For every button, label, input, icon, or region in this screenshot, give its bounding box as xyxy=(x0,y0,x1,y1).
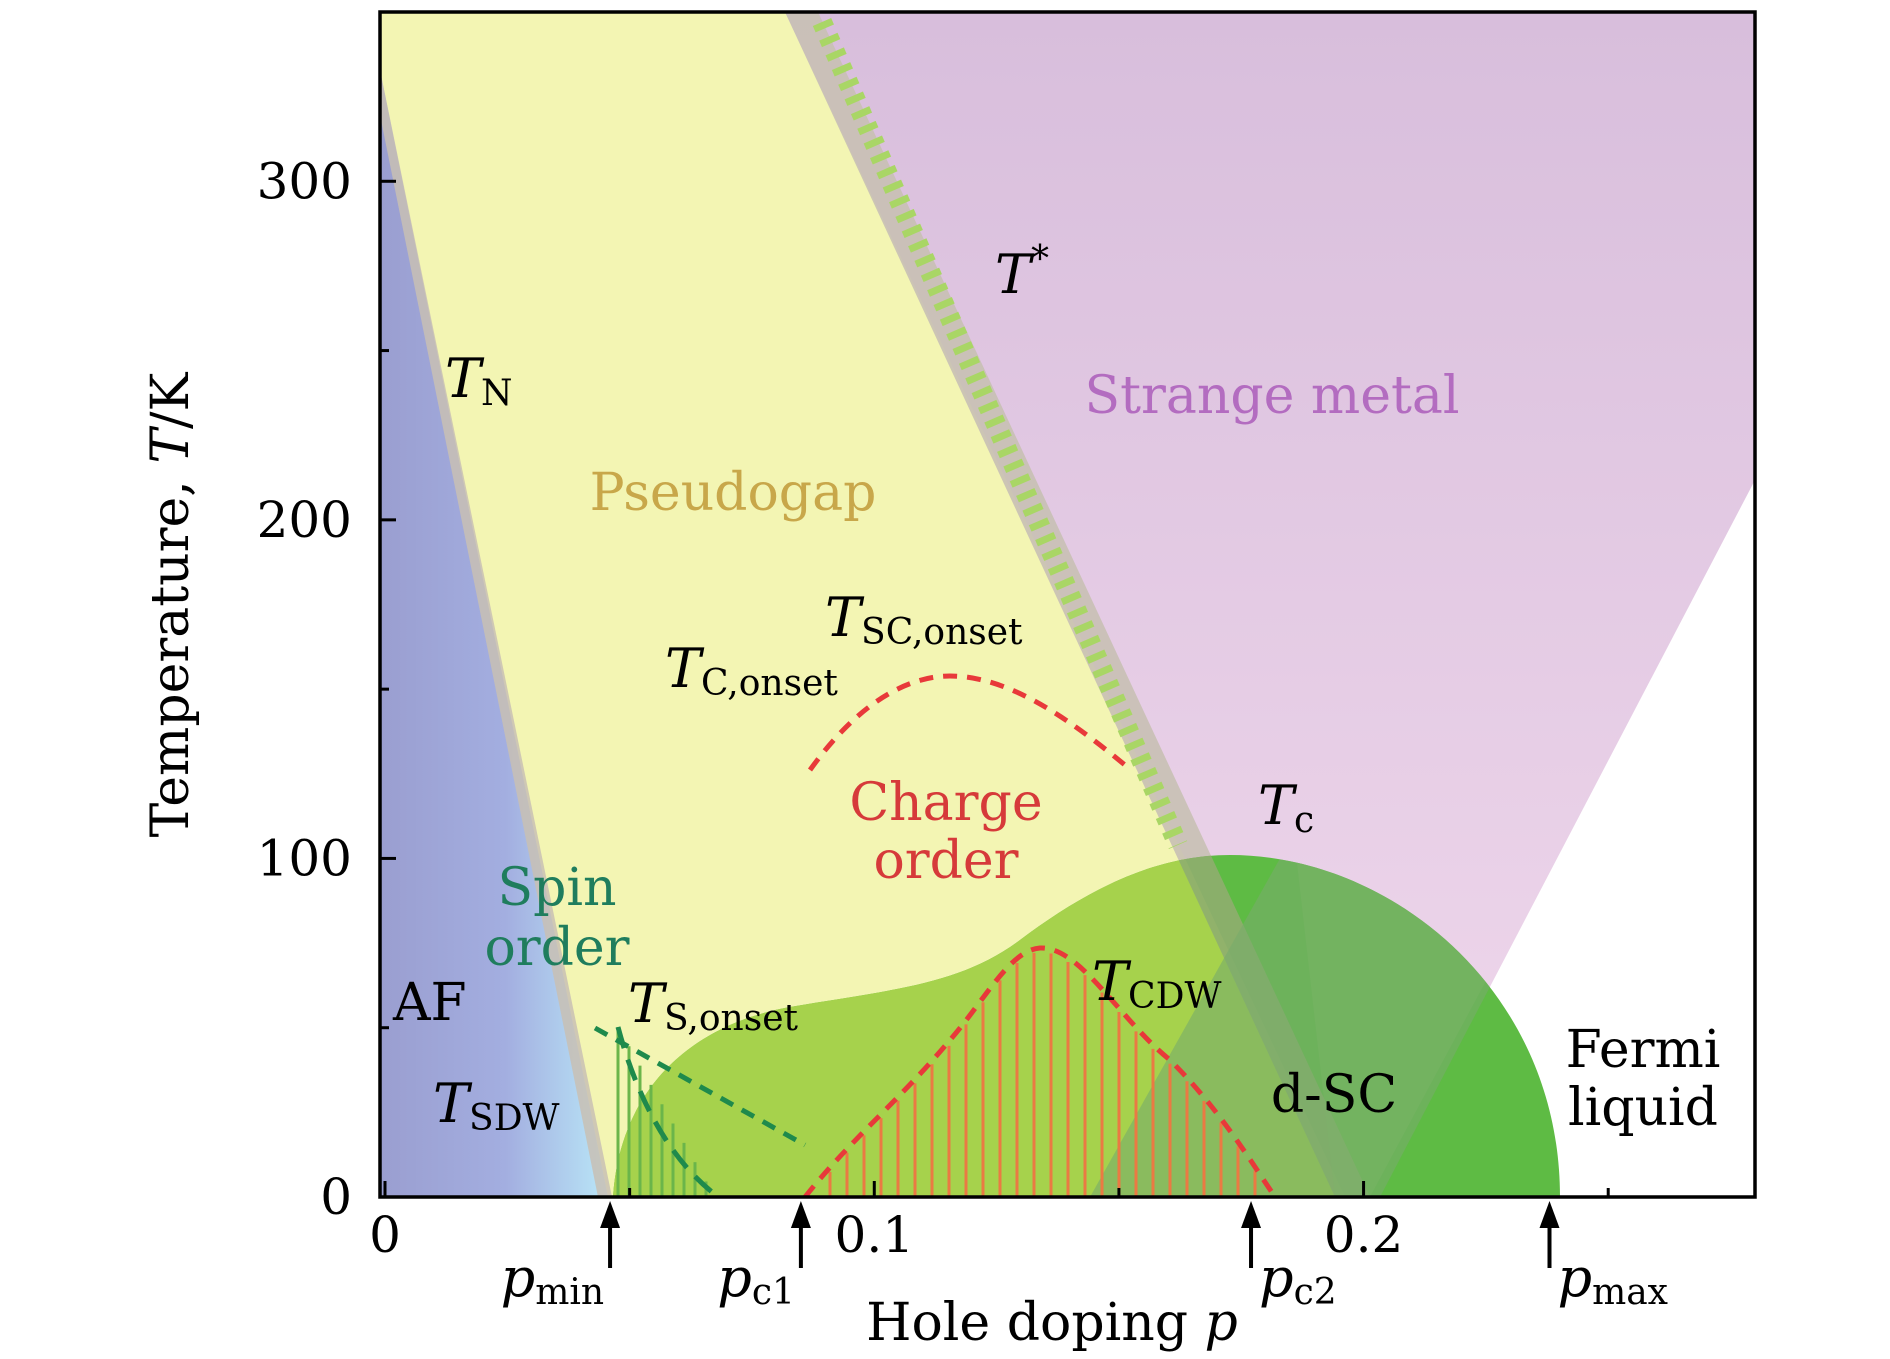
p-min-label: pmin xyxy=(501,1246,604,1313)
charge-order-hatch xyxy=(828,952,1257,1197)
critical-doping-arrowhead xyxy=(1241,1201,1262,1228)
t-n-label: TN xyxy=(445,347,513,414)
y-axis-label: Temperature, T/K xyxy=(141,371,201,837)
x-tick-label: 0 xyxy=(369,1206,401,1264)
critical-doping-arrowhead xyxy=(790,1201,811,1228)
critical-doping-arrowhead xyxy=(1539,1201,1560,1228)
y-axis-ticks: 0 100 200 300 xyxy=(257,152,396,1226)
x-axis-label: Hole doping p xyxy=(866,1293,1238,1353)
t-star-label: T* xyxy=(995,239,1049,306)
tn-boundary-band xyxy=(380,70,612,1197)
tstar-hatch-line xyxy=(812,18,1188,849)
t-s-onset-line xyxy=(593,1025,807,1148)
critical-doping-arrowhead xyxy=(600,1201,621,1228)
pseudogap-label: Pseudogap xyxy=(590,463,877,523)
p-max-label: pmax xyxy=(1558,1246,1668,1313)
x-tick-label: 0.2 xyxy=(1324,1206,1404,1264)
y-tick-label: 300 xyxy=(257,152,352,210)
x-axis-ticks: 0 0.1 0.2 xyxy=(369,1181,1610,1264)
d-sc-label: d-SC xyxy=(1271,1065,1397,1125)
t-c-onset-label: TC,onset xyxy=(665,637,838,704)
t-s-onset-label: TS,onset xyxy=(628,972,798,1039)
spin-order-label: Spin order xyxy=(484,858,629,978)
plot-area xyxy=(380,12,1755,1197)
t-cdw-label: TCDW xyxy=(1092,950,1221,1017)
y-tick-label: 100 xyxy=(257,829,352,887)
y-tick-label: 0 xyxy=(320,1168,352,1226)
x-tick-label: 0.1 xyxy=(835,1206,915,1264)
t-cdw-line xyxy=(803,945,1278,1197)
fermi-liquid-label: Fermi liquid xyxy=(1566,1020,1721,1138)
t-sdw-label: TSDW xyxy=(433,1072,560,1139)
af-label: AF xyxy=(392,973,467,1033)
t-sc-onset-line xyxy=(807,673,1127,772)
p-c2-label: pc2 xyxy=(1259,1246,1337,1313)
t-sc-onset-label: TSC,onset xyxy=(825,586,1023,653)
t-c-label: Tc xyxy=(1258,774,1314,841)
t-sdw-line xyxy=(615,1026,714,1194)
y-tick-label: 200 xyxy=(257,491,352,549)
charge-order-label: Charge order xyxy=(849,773,1042,891)
critical-doping-arrows: pmin pc1 pc2 pmax xyxy=(501,1201,1668,1313)
p-c1-label: pc1 xyxy=(717,1246,795,1313)
plot-frame xyxy=(378,10,1757,1199)
strange-metal-label: Strange metal xyxy=(1084,366,1459,426)
